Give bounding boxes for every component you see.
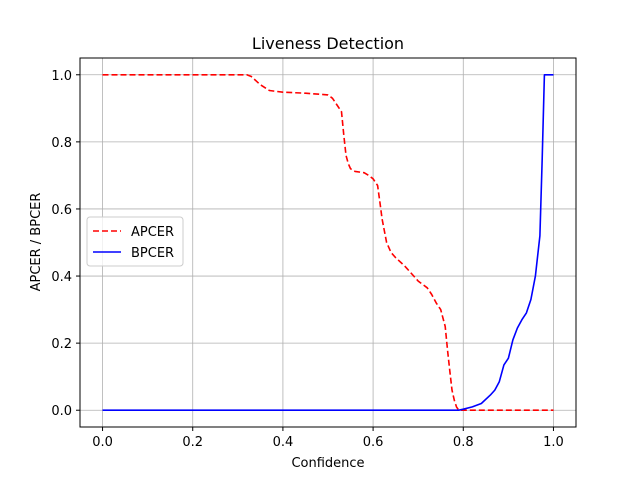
x-tick-label: 0.6 <box>363 435 384 450</box>
legend-label-apcer: APCER <box>131 225 174 240</box>
plot-frame <box>79 57 577 428</box>
chart-title: Liveness Detection <box>252 34 404 53</box>
legend-box <box>86 216 184 267</box>
x-tick-label: 0.2 <box>182 435 203 450</box>
x-axis-label: Confidence <box>291 456 364 471</box>
grid <box>80 58 576 427</box>
ticks: 0.0 0.2 0.4 0.6 0.8 1.0 0.0 0.2 0.4 0.6 0.8 1.0 <box>51 69 563 450</box>
x-tick-label: 1.0 <box>543 435 564 450</box>
y-tick-label: 0.6 <box>51 203 72 218</box>
series-line-apcer <box>102 74 554 412</box>
y-tick-label: 0.4 <box>51 270 72 285</box>
x-tick-label: 0.4 <box>273 435 294 450</box>
legend: APCER BPCER <box>86 216 184 267</box>
legend-label-bpcer: BPCER <box>131 246 174 261</box>
y-tick-label: 0.2 <box>51 337 72 352</box>
series-line-bpcer <box>102 74 554 412</box>
x-tick-label: 0.0 <box>92 435 113 450</box>
y-tick-label: 1.0 <box>51 69 72 84</box>
series-layer <box>102 74 554 412</box>
y-tick-label: 0.8 <box>51 136 72 151</box>
y-tick-label: 0.0 <box>51 404 72 419</box>
y-axis-label: APCER / BPCER <box>29 193 44 292</box>
x-tick-label: 0.8 <box>453 435 474 450</box>
